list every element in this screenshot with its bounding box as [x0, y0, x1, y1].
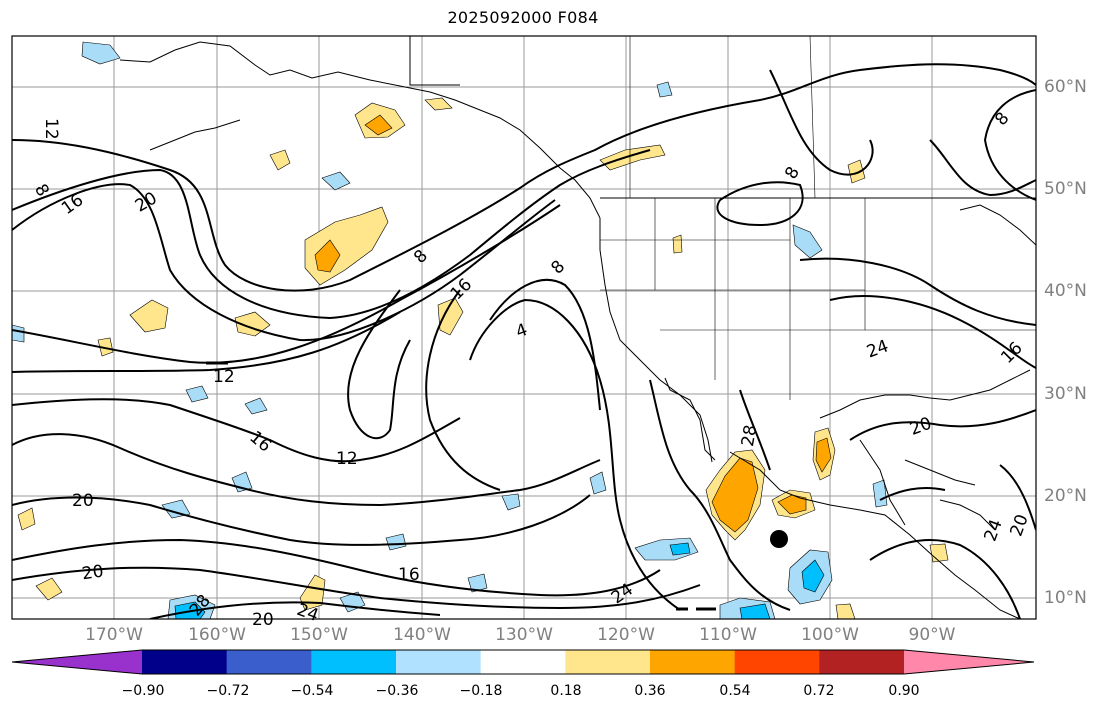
colorbar-outline — [11, 649, 1035, 675]
colorbar-segment — [819, 650, 905, 674]
contour-label: 12 — [336, 449, 358, 469]
colorbar-tick-label: 0.18 — [550, 683, 582, 699]
gridlines — [12, 36, 1036, 619]
contour-label: 16 — [398, 565, 420, 585]
colorbar-segment — [226, 650, 312, 674]
contour-label: 16 — [997, 338, 1026, 367]
coastlines — [119, 36, 1036, 619]
contour-label: 8 — [410, 246, 432, 268]
lon-label-170w: 170°W — [85, 625, 143, 645]
colorbar-tick-label: −0.36 — [375, 683, 419, 699]
colorbar-segment — [734, 650, 820, 674]
contour-label: 8 — [547, 257, 569, 279]
colorbar-segment — [650, 650, 736, 674]
contour-lines — [12, 63, 1036, 619]
colorbar-tick-label: −0.54 — [290, 683, 334, 699]
contour-label: 20 — [72, 491, 94, 511]
contour-label: 24 — [864, 336, 891, 362]
colorbar-segment — [565, 650, 651, 674]
colorbar-segment — [142, 650, 228, 674]
lat-label-50n: 50°N — [1044, 179, 1087, 199]
colorbar-tick-label: −0.18 — [459, 683, 503, 699]
contour-label: 8 — [991, 109, 1013, 130]
contour-label: 20 — [252, 610, 274, 630]
colorbar-tick-label: −0.90 — [121, 683, 165, 699]
lat-label-40n: 40°N — [1044, 281, 1087, 301]
colorbar-segment — [480, 650, 566, 674]
colorbar-tick-label: −0.72 — [206, 683, 250, 699]
colorbar-extend-high — [904, 650, 1034, 674]
colorbar-tick-label: 0.72 — [803, 683, 835, 699]
contour-label: 4 — [513, 320, 530, 342]
state-borders — [600, 36, 1036, 400]
lon-label-150w: 150°W — [290, 625, 348, 645]
lon-label-130w: 130°W — [495, 625, 553, 645]
lat-label-30n: 30°N — [1044, 384, 1087, 404]
colorbar-tick-label: 0.54 — [719, 683, 751, 699]
colorbar — [11, 649, 1035, 675]
contour-label: 16 — [58, 190, 87, 219]
lon-label-160w: 160°W — [188, 625, 246, 645]
contour-label: 8 — [30, 181, 53, 200]
dashed-contours — [206, 361, 716, 611]
lon-label-100w: 100°W — [801, 625, 859, 645]
contour-label: 24 — [981, 517, 1007, 544]
lon-label-120w: 120°W — [597, 625, 655, 645]
contour-label: 12 — [41, 118, 61, 140]
lat-label-60n: 60°N — [1044, 77, 1087, 97]
contour-label: 8 — [781, 163, 804, 182]
lon-label-140w: 140°W — [393, 625, 451, 645]
shaded-anomalies — [12, 41, 949, 619]
map-title: 2025092000 F084 — [447, 8, 599, 27]
contour-label: 28 — [738, 423, 761, 448]
colorbar-segments — [11, 649, 1035, 675]
colorbar-segment — [311, 650, 397, 674]
contour-label: 20 — [132, 188, 161, 216]
colorbar-segment — [396, 650, 482, 674]
contour-label: 20 — [81, 561, 105, 584]
lon-label-110w: 110°W — [699, 625, 757, 645]
colorbar-extend-low — [12, 650, 142, 674]
storm-center-marker — [770, 530, 788, 548]
contour-label: 20 — [1007, 512, 1033, 539]
colorbar-tick-label: 0.36 — [634, 683, 666, 699]
contour-label: 12 — [213, 367, 235, 387]
lat-label-20n: 20°N — [1044, 486, 1087, 506]
colorbar-tick-label: 0.90 — [888, 683, 920, 699]
plot-frame — [11, 35, 1037, 620]
lon-label-90w: 90°W — [908, 625, 956, 645]
lat-label-10n: 10°N — [1044, 588, 1087, 608]
contour-label: 20 — [907, 414, 934, 440]
